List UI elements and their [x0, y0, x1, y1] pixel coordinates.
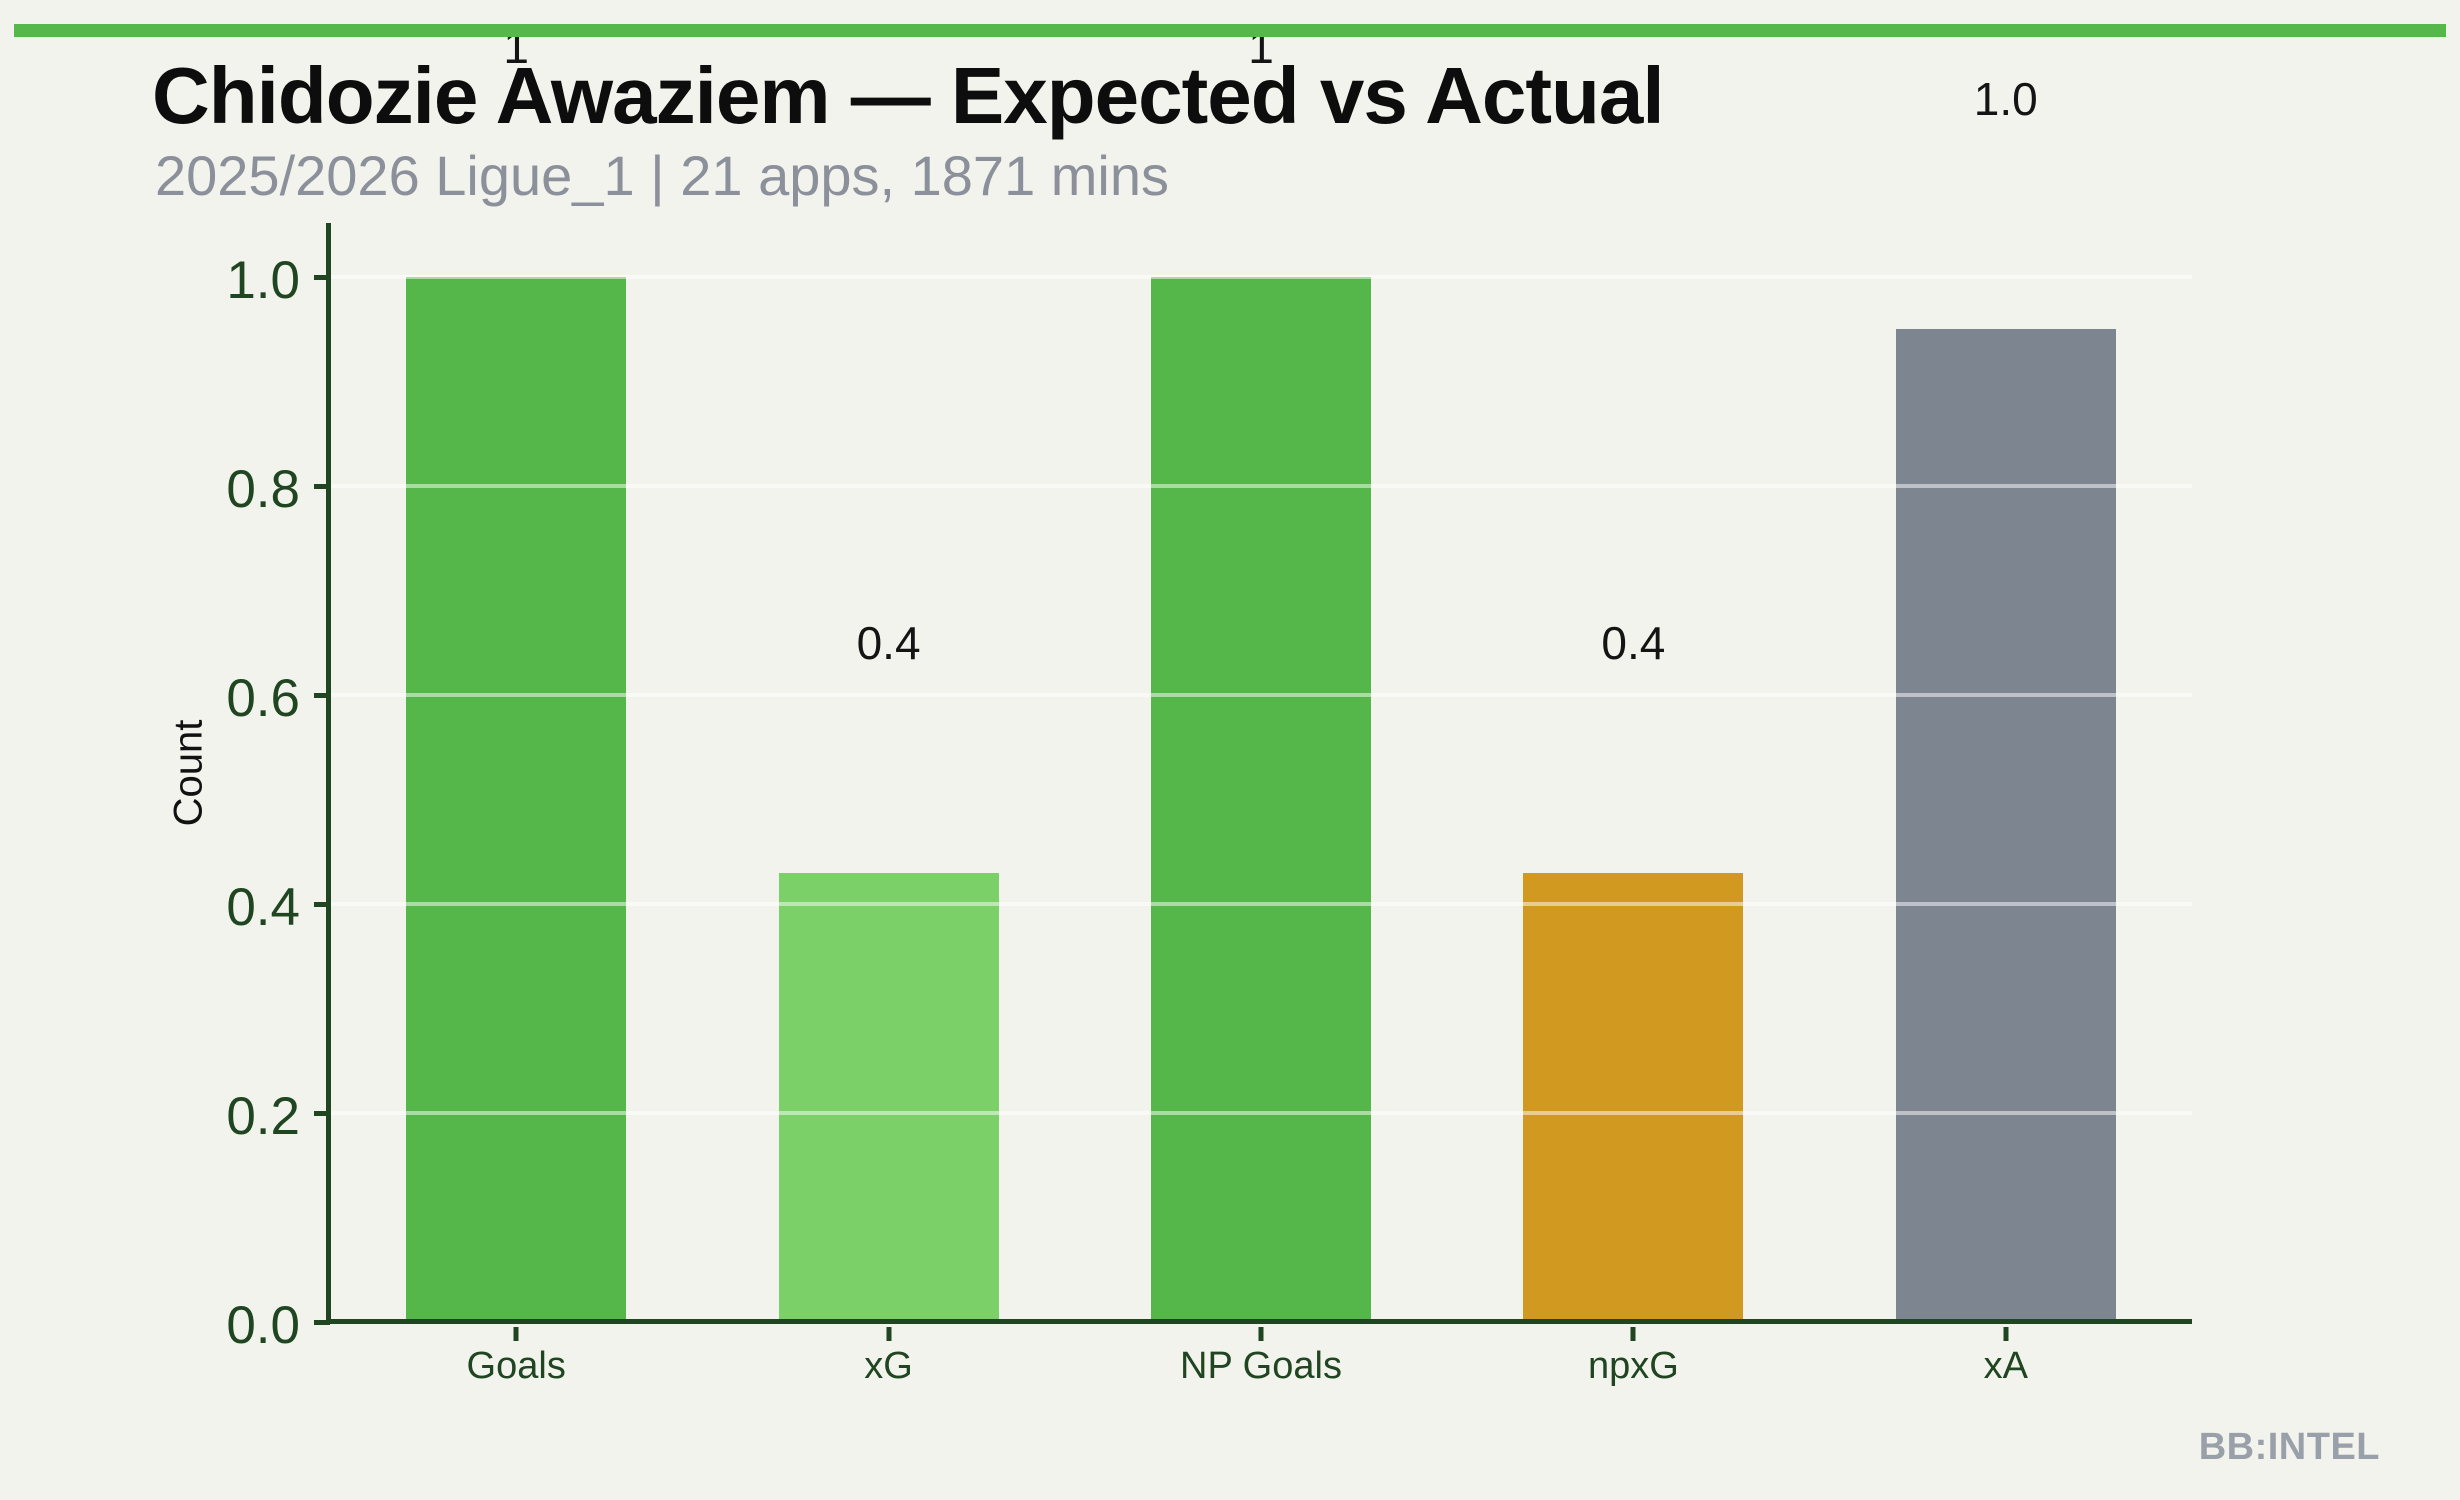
bar-slot-npxg: 0.4 npxG — [1447, 277, 1819, 1385]
bar-value-label: 0.4 — [856, 616, 921, 669]
bar-xg — [778, 872, 999, 1322]
bar-np-goals — [1150, 277, 1371, 1322]
y-tick-mark — [314, 902, 330, 907]
y-tick-label: 1.0 — [226, 251, 300, 310]
plot-area: 1 Goals 0.4 xG 1 NP Goals 0.4 npxG 1.0 xA — [330, 24, 2192, 1385]
gridline — [330, 484, 2192, 488]
y-axis-title: Count — [166, 719, 211, 827]
bar-slot-goals: 1 Goals — [330, 24, 702, 1385]
bar-value-label: 0.4 — [1601, 616, 1666, 669]
x-axis-spine — [326, 1319, 2192, 1324]
bar-slot-xa: 1.0 xA — [1820, 76, 2192, 1385]
gridline — [330, 275, 2192, 279]
gridline — [330, 693, 2192, 697]
y-axis-spine — [326, 223, 331, 1324]
x-tick-mark — [886, 1327, 892, 1341]
bar-goals — [406, 277, 627, 1322]
y-tick-mark — [314, 693, 330, 698]
y-tick-label: 0.0 — [226, 1296, 300, 1355]
x-axis-label: Goals — [466, 1345, 566, 1387]
y-tick-mark — [314, 1111, 330, 1116]
page-title: Chidozie Awaziem — Expected vs Actual — [152, 51, 1665, 140]
x-axis-label: NP Goals — [1180, 1345, 1342, 1387]
bar-xa — [1895, 329, 2116, 1322]
accent-strip — [14, 24, 2446, 37]
x-tick-mark — [513, 1327, 519, 1341]
x-axis-label: npxG — [1587, 1345, 1679, 1387]
y-tick-mark — [314, 275, 330, 280]
x-tick-mark — [1258, 1327, 1264, 1341]
bar-slot-xg: 0.4 xG — [702, 277, 1074, 1385]
watermark: BB:INTEL — [2198, 1426, 2380, 1468]
gridline — [330, 902, 2192, 906]
chart-subtitle: 2025/2026 Ligue_1 | 21 apps, 1871 mins — [155, 144, 1170, 207]
y-tick-label: 0.2 — [226, 1087, 300, 1146]
x-tick-mark — [1630, 1327, 1636, 1341]
bar-value-label: 1.0 — [1973, 73, 2038, 126]
y-tick-mark — [314, 1320, 330, 1325]
y-tick-label: 0.6 — [226, 669, 300, 728]
y-tick-label: 0.4 — [226, 878, 300, 937]
y-tick-label: 0.8 — [226, 460, 300, 519]
x-axis-label: xG — [864, 1345, 913, 1387]
y-tick-mark — [314, 484, 330, 489]
bar-slot-np-goals: 1 NP Goals — [1075, 24, 1447, 1385]
x-axis-label: xA — [1983, 1345, 2028, 1387]
bar-npxg — [1523, 872, 1744, 1322]
gridline — [330, 1111, 2192, 1115]
x-tick-mark — [2003, 1327, 2009, 1341]
